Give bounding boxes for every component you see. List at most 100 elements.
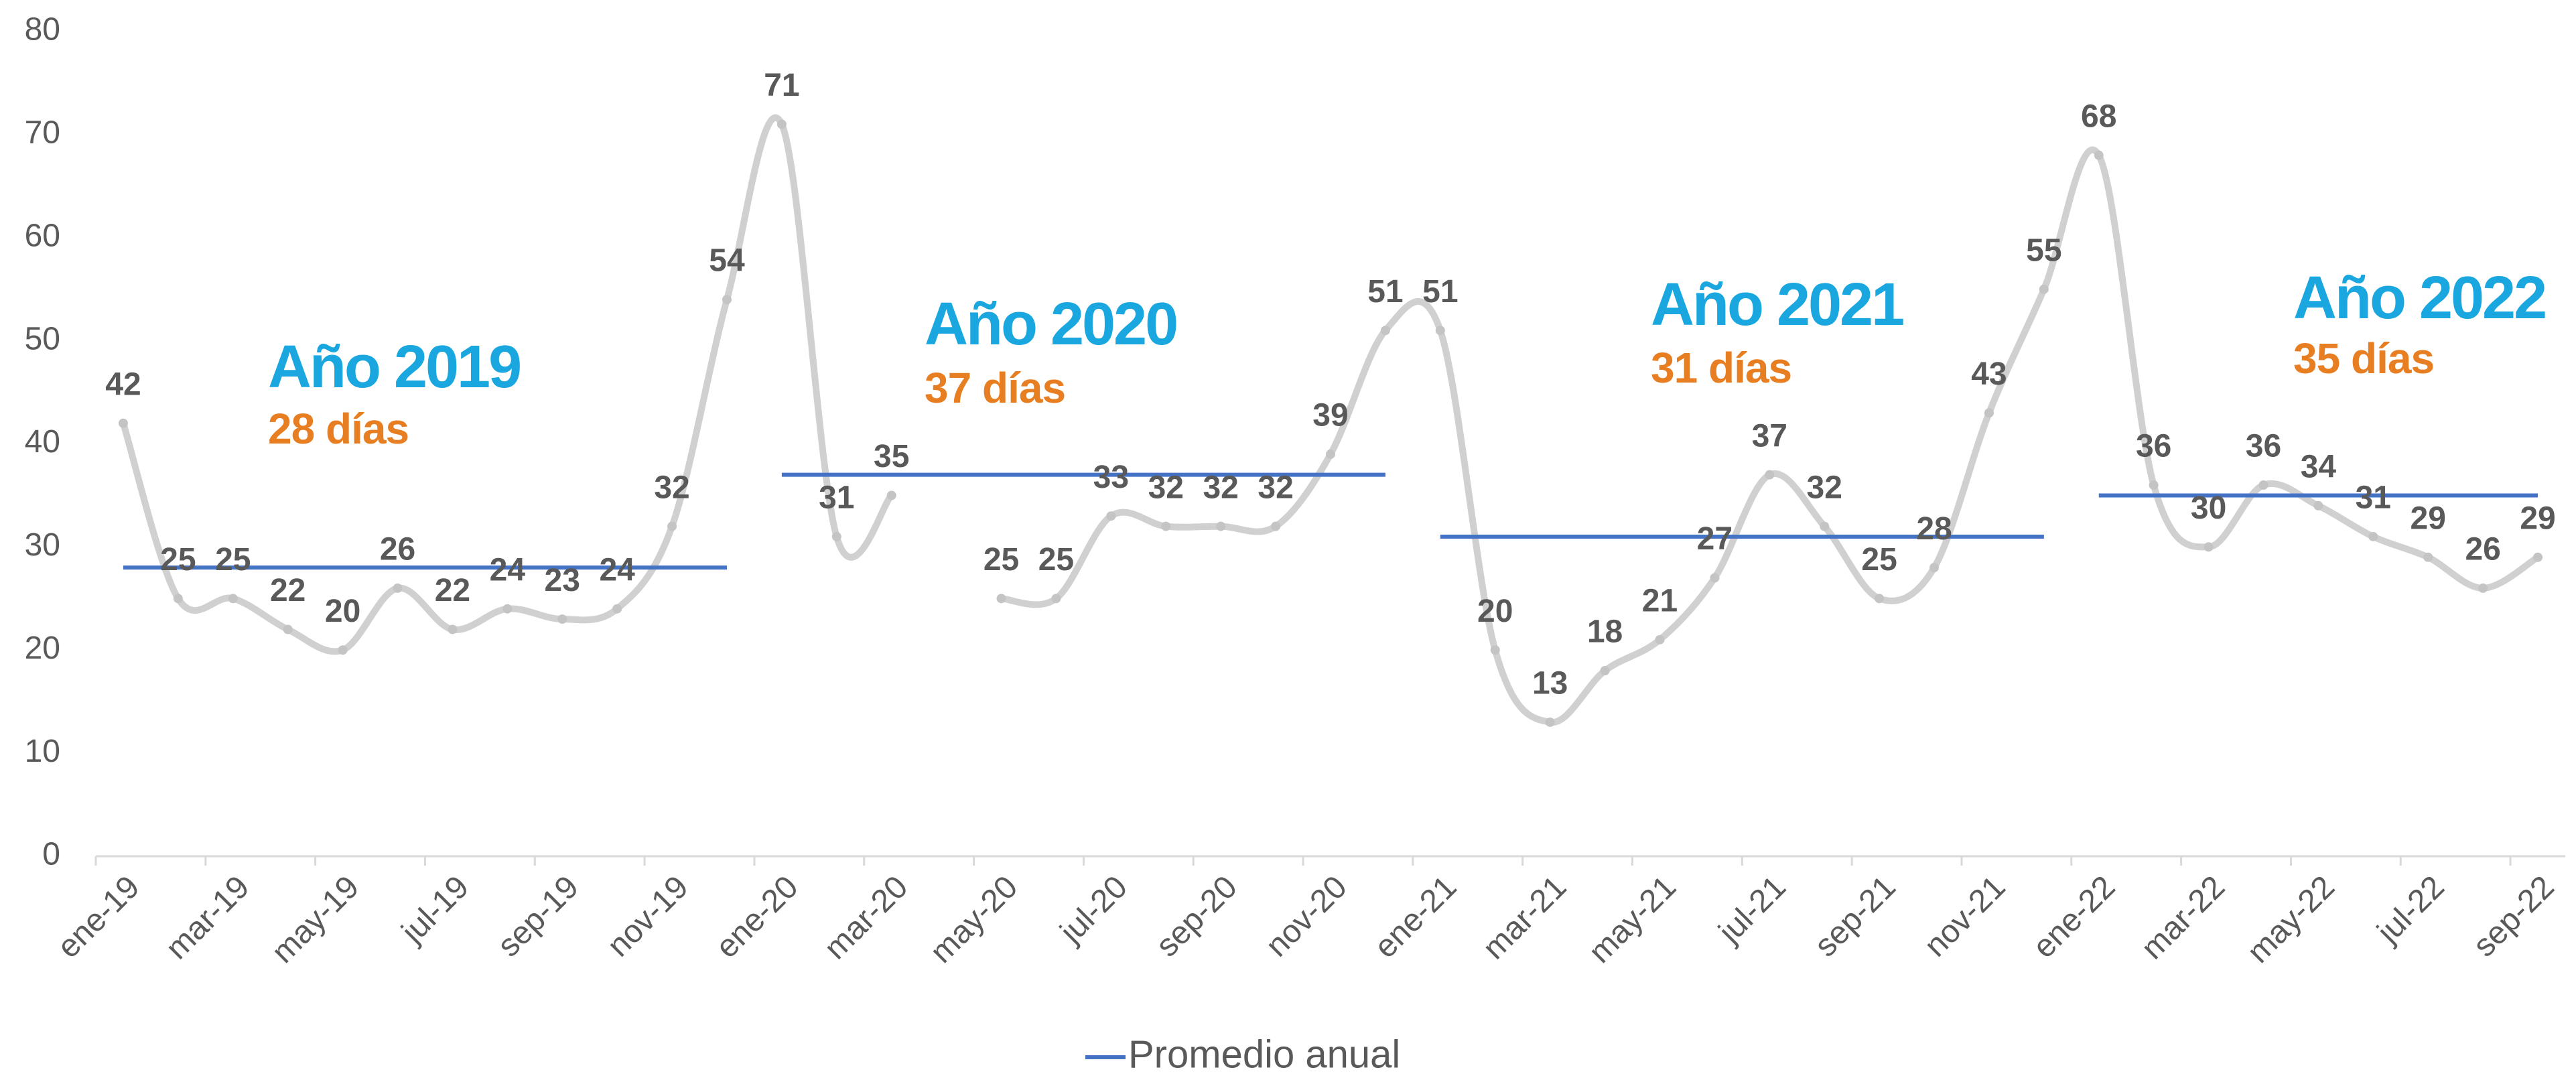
data-point (2258, 480, 2268, 490)
data-point (1161, 521, 1171, 531)
data-label: 42 (105, 366, 141, 402)
x-tick-label: nov-20 (1259, 869, 1353, 963)
annotation-title: Año 2020 (925, 291, 1176, 358)
x-tick-label: jul-21 (1711, 869, 1793, 951)
data-point (2204, 542, 2214, 552)
data-label: 29 (2520, 500, 2555, 536)
x-tick-label: mar-22 (2134, 869, 2232, 966)
data-point (338, 645, 348, 655)
data-label: 25 (984, 542, 1019, 578)
x-tick-label: jul-19 (394, 869, 476, 951)
data-label: 30 (2191, 490, 2226, 526)
data-point (2478, 583, 2488, 593)
data-point (1820, 521, 1830, 531)
x-tick-label: mar-21 (1476, 869, 1573, 966)
y-tick-label: 30 (25, 527, 60, 563)
data-label: 51 (1422, 274, 1458, 310)
data-point (2039, 284, 2049, 294)
data-point (996, 594, 1006, 604)
y-tick-label: 0 (42, 837, 60, 872)
data-point (1490, 645, 1500, 655)
x-tick-label: sep-21 (1808, 869, 1903, 963)
data-point (173, 594, 183, 604)
data-label: 32 (1807, 470, 1842, 505)
x-tick-label: may-21 (1582, 869, 1684, 970)
data-label: 36 (2136, 429, 2171, 464)
data-label: 23 (545, 563, 580, 598)
data-point (1600, 666, 1610, 676)
data-point (1545, 717, 1555, 727)
data-point (1271, 521, 1281, 531)
data-label: 22 (435, 573, 470, 608)
data-point (228, 594, 238, 604)
x-tick-label: mar-20 (817, 869, 914, 966)
data-label: 31 (819, 480, 854, 516)
y-tick-label: 50 (25, 321, 60, 356)
x-tick-label: nov-19 (601, 869, 695, 963)
y-tick-label: 40 (25, 424, 60, 460)
data-label: 18 (1587, 614, 1623, 650)
data-label: 32 (654, 470, 689, 505)
data-point (1875, 594, 1885, 604)
data-label: 25 (160, 542, 196, 578)
x-tick-label: ene-22 (2026, 869, 2122, 965)
data-label: 25 (215, 542, 251, 578)
data-label: 24 (599, 552, 635, 588)
annotation-subtitle: 37 días (925, 364, 1065, 412)
data-label: 26 (2465, 532, 2500, 567)
y-tick-label: 60 (25, 218, 60, 253)
data-label: 33 (1093, 460, 1129, 495)
data-point (1655, 634, 1665, 645)
annotation-subtitle: 31 días (1651, 344, 1791, 392)
data-line (998, 146, 2542, 726)
data-point (1435, 326, 1445, 336)
x-tick-label: may-19 (265, 869, 366, 970)
data-point (2094, 150, 2104, 160)
data-label: 13 (1532, 666, 1568, 701)
data-point (118, 418, 128, 428)
data-point (1984, 408, 1994, 418)
data-label: 22 (270, 573, 306, 608)
x-tick-label: may-20 (924, 869, 1025, 970)
annotation-title: Año 2021 (1651, 271, 1903, 338)
data-point (667, 521, 677, 531)
data-point (1765, 470, 1775, 480)
data-point (2423, 552, 2433, 562)
data-point (1051, 594, 1061, 604)
x-tick-label: jul-20 (1053, 869, 1134, 951)
data-point (1929, 563, 1940, 573)
data-label: 32 (1203, 470, 1238, 505)
data-point (1216, 521, 1226, 531)
y-tick-label: 70 (25, 115, 60, 151)
x-tick-label: sep-20 (1150, 869, 1244, 963)
data-point (722, 295, 732, 305)
annotation-subtitle: 35 días (2293, 334, 2434, 383)
x-tick-label: jul-22 (2370, 869, 2451, 951)
x-tick-label: may-22 (2240, 869, 2342, 970)
x-tick-label: sep-22 (2467, 869, 2561, 963)
data-label: 54 (709, 243, 745, 279)
data-label: 25 (1038, 542, 1074, 578)
data-point (776, 119, 787, 129)
data-label: 43 (1971, 356, 2007, 392)
data-point (393, 583, 403, 593)
y-tick-label: 80 (25, 12, 60, 48)
y-tick-label: 10 (25, 734, 60, 769)
data-point (1326, 449, 1335, 459)
data-label: 21 (1642, 584, 1678, 619)
data-point (283, 624, 293, 634)
x-tick-label: ene-20 (709, 869, 805, 965)
data-label: 37 (1752, 418, 1787, 454)
data-label: 20 (1477, 594, 1513, 629)
data-point (831, 531, 841, 541)
data-point (2533, 552, 2543, 562)
x-tick-label: mar-19 (159, 869, 257, 966)
data-label: 28 (1916, 511, 1952, 547)
data-label: 32 (1148, 470, 1184, 505)
data-label: 26 (380, 532, 415, 567)
annotation-title: Año 2019 (268, 334, 520, 401)
data-label: 55 (2026, 232, 2061, 268)
data-label: 36 (2246, 429, 2281, 464)
data-point (1710, 573, 1720, 583)
